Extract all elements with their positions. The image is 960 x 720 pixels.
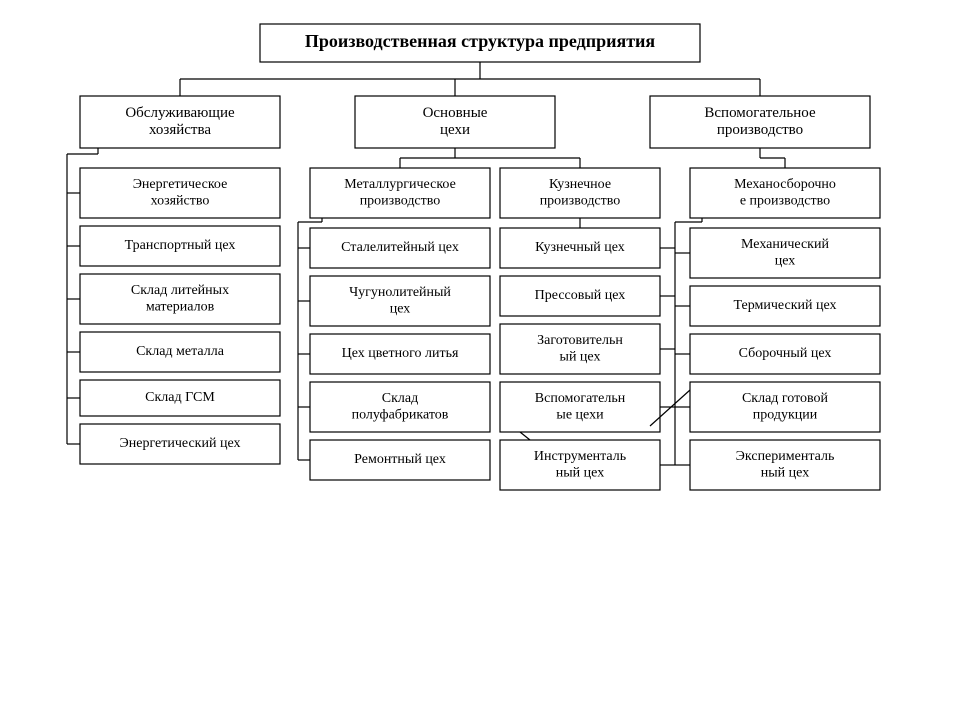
subhead-label: Кузнечное xyxy=(549,177,611,192)
cell-label: Склад xyxy=(382,391,418,406)
cell-label: Термический цех xyxy=(734,298,837,313)
cell-label: цех xyxy=(775,253,796,268)
cell-label: Склад готовой xyxy=(742,391,829,406)
cell-label: Инструменталь xyxy=(534,449,626,464)
cell-label: Сборочный цех xyxy=(739,346,832,361)
root-label: Производственная структура предприятия xyxy=(305,31,656,51)
branch-label: производство xyxy=(717,122,803,138)
cell-label: Транспортный цех xyxy=(125,238,236,253)
branch-label: Обслуживающие xyxy=(125,105,235,121)
subhead-label: производство xyxy=(360,193,441,208)
subhead-label: е производство xyxy=(740,193,830,208)
cell-label: Сталелитейный цех xyxy=(341,240,459,255)
branch-label: Вспомогательное xyxy=(704,105,816,121)
cell-label: Вспомогательн xyxy=(535,391,626,406)
cell-label: Кузнечный цех xyxy=(535,240,625,255)
cell-label: Склад металла xyxy=(136,344,225,359)
cell-label: полуфабрикатов xyxy=(352,407,449,422)
cell-label: ый цех xyxy=(560,349,601,364)
cell-label: Заготовительн xyxy=(537,333,623,348)
cell-label: Энергетический цех xyxy=(120,436,241,451)
cell-label: продукции xyxy=(753,407,818,422)
cell-label: материалов xyxy=(146,299,215,314)
cell-label: ный цех xyxy=(761,465,809,480)
cell-label: ые цехи xyxy=(556,407,604,422)
cell-label: цех xyxy=(390,301,411,316)
subhead-label: производство xyxy=(540,193,621,208)
cell-label: Чугунолитейный xyxy=(349,285,451,300)
org-chart: Производственная структура предприятия Об… xyxy=(0,0,960,720)
cell-label: Цех цветного литья xyxy=(342,346,459,361)
cell-label: Ремонтный цех xyxy=(354,452,446,467)
cell-label: хозяйство xyxy=(151,193,210,208)
subhead-label: Механосборочно xyxy=(734,177,836,192)
cell-label: Механический xyxy=(741,237,829,252)
branch-label: Основные xyxy=(423,105,488,121)
cell-label: Прессовый цех xyxy=(535,288,626,303)
cell-label: Склад ГСМ xyxy=(145,390,215,405)
branch-label: хозяйства xyxy=(149,122,211,138)
cell-label: Склад литейных xyxy=(131,283,229,298)
branch-label: цехи xyxy=(440,122,470,138)
cell-label: Энергетическое xyxy=(133,177,228,192)
cell-label: ный цех xyxy=(556,465,604,480)
subhead-label: Металлургическое xyxy=(344,177,456,192)
cell-label: Эксперименталь xyxy=(736,449,835,464)
